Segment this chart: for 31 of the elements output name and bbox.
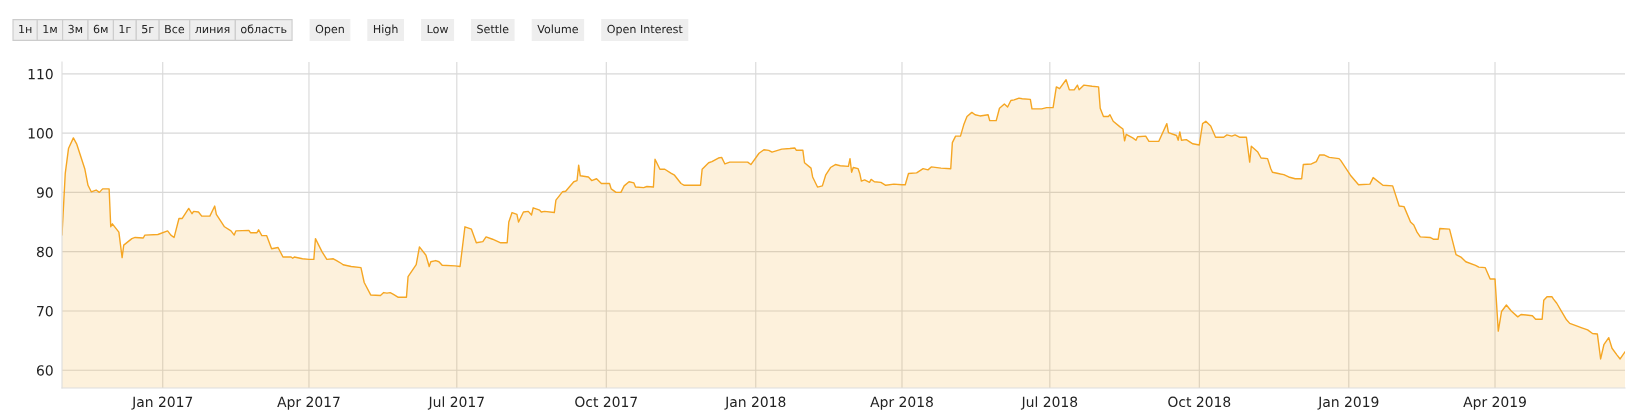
y-tick-label: 60 — [36, 365, 53, 376]
text: Settle — [477, 24, 509, 34]
x-tick-label: Oct 2018 — [1168, 396, 1231, 408]
y-tick-label: 100 — [28, 128, 53, 139]
text: Все — [165, 24, 185, 34]
text: линия — [195, 26, 230, 34]
x-tick-label: Jul 2018 — [1020, 396, 1078, 410]
text: Open Interest — [607, 24, 683, 36]
text: Open — [315, 24, 344, 36]
text: 5г — [142, 24, 154, 34]
x-tick-label: Apr 2017 — [277, 396, 340, 410]
text: область — [240, 24, 287, 34]
y-tick-label: 80 — [36, 246, 53, 258]
x-tick-label: Jul 2017 — [427, 396, 484, 410]
text: Volume — [537, 24, 578, 34]
text: 3м — [68, 24, 83, 34]
y-tick-label: 110 — [28, 68, 53, 80]
x-tick-label: Oct 2017 — [575, 396, 637, 408]
x-tick-label: Apr 2019 — [1463, 396, 1526, 410]
y-tick-label: 70 — [37, 305, 53, 317]
text: 1н — [19, 24, 32, 34]
text: 6м — [93, 24, 108, 34]
y-tick-label: 90 — [36, 187, 53, 198]
x-tick-label: Jan 2017 — [131, 396, 193, 410]
x-tick-label: Apr 2018 — [870, 396, 933, 410]
x-tick-label: Jan 2019 — [1317, 396, 1379, 410]
text: 1г — [119, 24, 131, 34]
x-tick-label: Jan 2018 — [724, 396, 786, 410]
text: High — [373, 24, 398, 36]
text: 1м — [43, 24, 57, 34]
text: Low — [427, 24, 449, 34]
